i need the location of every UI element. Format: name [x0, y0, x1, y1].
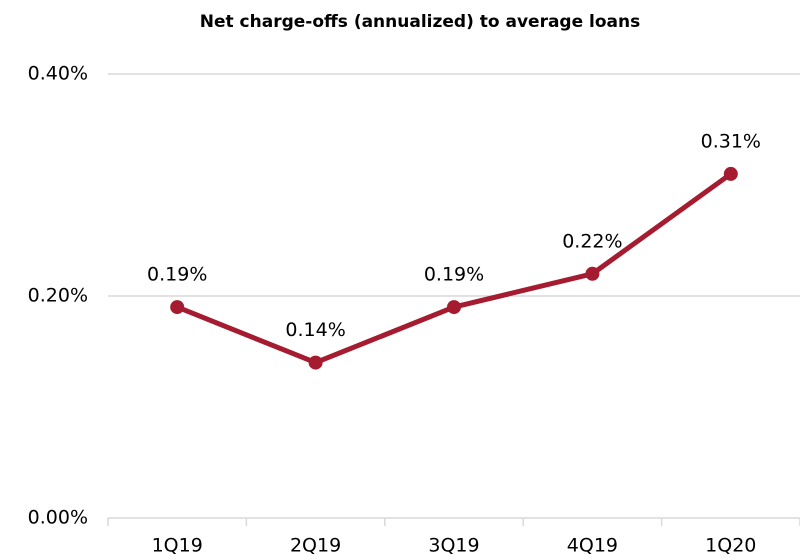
point — [723, 166, 738, 181]
x-tick-label: 1Q20 — [705, 535, 756, 557]
point — [585, 266, 600, 281]
y-tick-label: 0.00% — [28, 507, 88, 529]
y-tick-label: 0.20% — [28, 285, 88, 307]
x-tick-label: 3Q19 — [428, 535, 479, 557]
data-label: 0.22% — [562, 230, 622, 252]
chart-title: Net charge-offs (annualized) to average … — [200, 12, 641, 32]
data-label: 0.31% — [701, 130, 761, 152]
point — [170, 300, 185, 315]
x-tick-label: 4Q19 — [567, 535, 618, 557]
point — [308, 355, 323, 370]
x-tick-label: 2Q19 — [290, 535, 341, 557]
point — [447, 300, 461, 315]
x-tick-label: 1Q19 — [152, 535, 203, 557]
data-label: 0.19% — [424, 264, 484, 286]
y-tick-label: 0.40% — [28, 63, 88, 85]
data-label: 0.19% — [147, 264, 207, 286]
data-label: 0.14% — [285, 319, 345, 341]
